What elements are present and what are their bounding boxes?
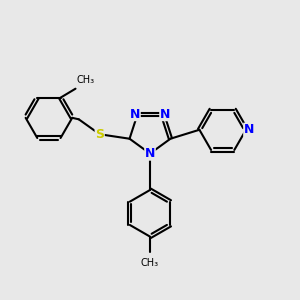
Text: N: N bbox=[130, 108, 140, 121]
Text: CH₃: CH₃ bbox=[77, 75, 95, 85]
Text: N: N bbox=[244, 123, 254, 136]
Text: CH₃: CH₃ bbox=[141, 258, 159, 268]
Text: S: S bbox=[95, 128, 104, 141]
Text: N: N bbox=[160, 108, 170, 121]
Text: N: N bbox=[145, 147, 155, 160]
